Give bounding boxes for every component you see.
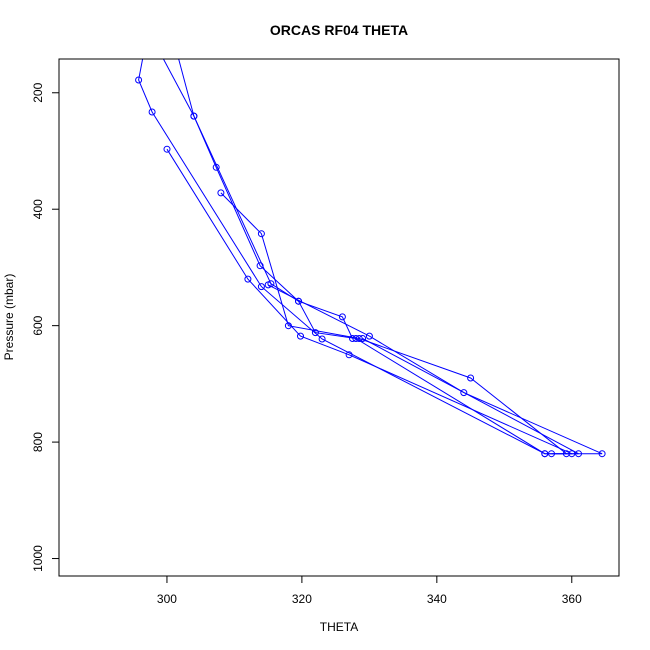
- data-point: [365, 332, 373, 340]
- data-point: [355, 335, 363, 342]
- data-point: [467, 374, 475, 382]
- data-point: [311, 329, 319, 337]
- data-point: [257, 230, 265, 238]
- y-axis: 200 400 600 800 1000: [31, 82, 59, 572]
- data-point: [345, 351, 353, 359]
- y-tick-label: 800: [31, 432, 45, 452]
- y-axis-label: Pressure (mbar): [2, 274, 16, 361]
- data-point: [460, 389, 468, 397]
- x-tick-label: 300: [157, 592, 177, 606]
- y-tick-label: 200: [31, 82, 45, 102]
- data-point: [267, 280, 275, 288]
- data-point: [598, 450, 606, 458]
- series-line-5: [162, 59, 353, 339]
- data-point: [575, 450, 582, 458]
- data-point: [244, 275, 252, 283]
- plot-frame: [58, 58, 620, 577]
- y-tick-label: 400: [31, 199, 45, 219]
- data-point: [349, 335, 356, 342]
- data-point: [562, 450, 570, 458]
- data-point: [318, 335, 326, 343]
- data-point: [257, 283, 265, 291]
- series-line-4: [220, 192, 567, 455]
- series-line-1: [138, 59, 603, 455]
- data-point: [297, 332, 304, 340]
- chart-title: ORCAS RF04 THETA: [270, 22, 408, 38]
- y-tick-label: 600: [31, 315, 45, 335]
- data-point: [135, 76, 143, 84]
- y-tick-label: 1000: [31, 545, 45, 572]
- series-group: [135, 59, 606, 458]
- data-point: [295, 297, 302, 305]
- data-point: [190, 112, 198, 120]
- data-point: [338, 313, 346, 321]
- x-axis-label: THETA: [320, 620, 358, 634]
- x-tick-label: 360: [562, 592, 582, 606]
- x-axis: 300 320 340 360: [157, 576, 582, 606]
- x-tick-label: 320: [292, 592, 312, 606]
- data-point: [148, 108, 156, 116]
- series-line-3: [178, 59, 579, 455]
- data-point: [163, 145, 171, 153]
- data-point: [284, 322, 292, 330]
- x-tick-label: 340: [427, 592, 447, 606]
- data-point: [217, 189, 225, 197]
- data-point: [541, 450, 549, 458]
